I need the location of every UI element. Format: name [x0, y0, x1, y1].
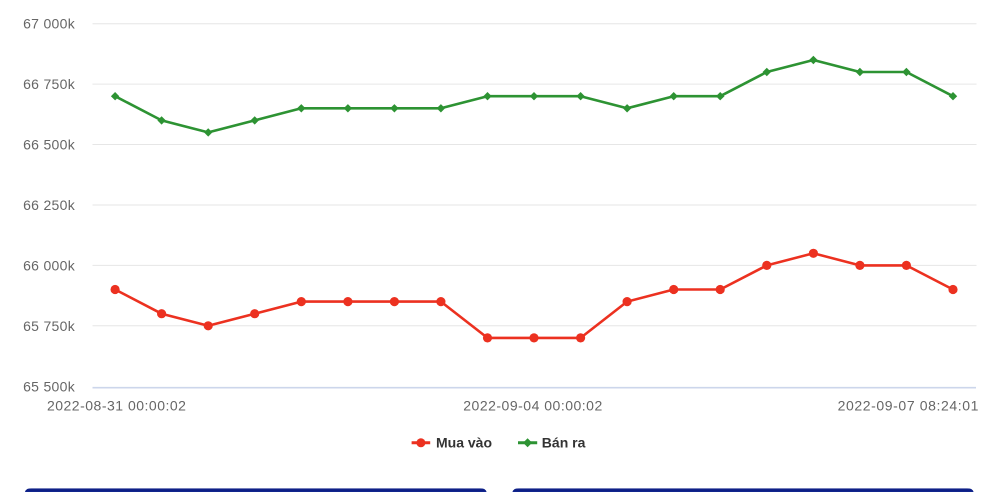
- svg-text:66 250k: 66 250k: [23, 197, 76, 213]
- svg-text:65 500k: 65 500k: [23, 379, 76, 395]
- svg-text:2022-09-04 00:00:02: 2022-09-04 00:00:02: [463, 398, 603, 414]
- svg-text:66 000k: 66 000k: [23, 258, 76, 274]
- svg-text:67 000k: 67 000k: [23, 15, 76, 31]
- svg-text:65 750k: 65 750k: [23, 318, 76, 334]
- svg-text:2022-09-07 08:24:01: 2022-09-07 08:24:01: [838, 398, 979, 414]
- svg-text:66 750k: 66 750k: [23, 76, 76, 92]
- svg-text:Mua vào: Mua vào: [436, 435, 492, 451]
- svg-text:Bán ra: Bán ra: [542, 435, 586, 451]
- svg-text:2022-08-31 00:00:02: 2022-08-31 00:00:02: [47, 398, 187, 414]
- svg-text:66 500k: 66 500k: [23, 136, 76, 152]
